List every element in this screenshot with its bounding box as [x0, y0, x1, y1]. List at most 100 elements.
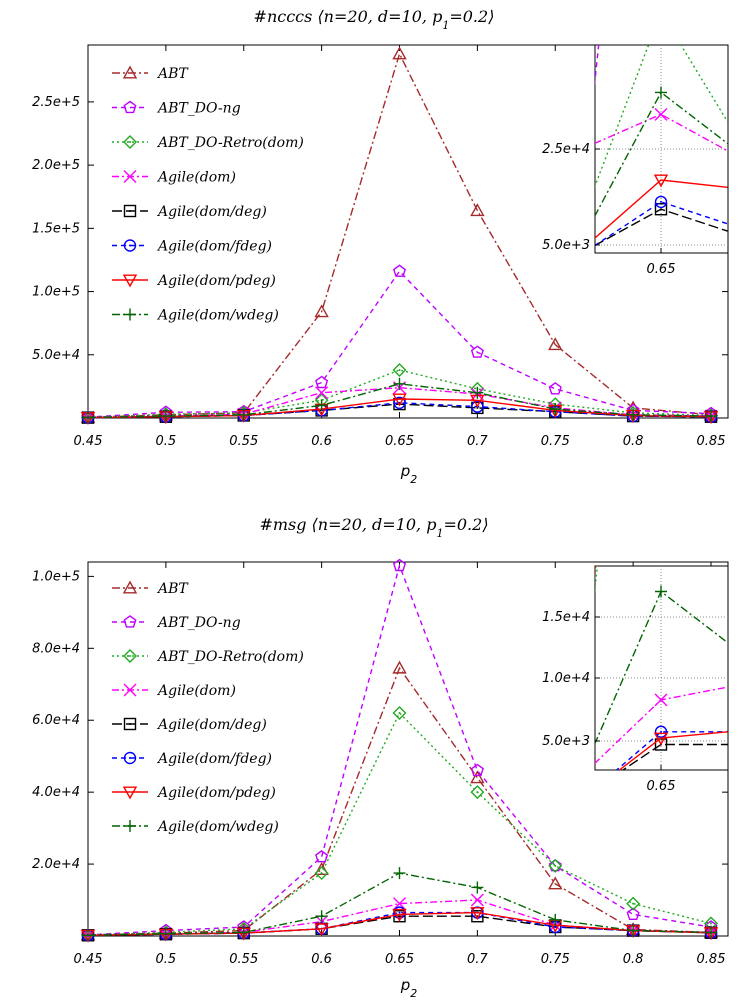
data-point-agile-dom-0.6 — [315, 386, 329, 400]
inset-series-agile-dom-fdeg — [615, 725, 728, 770]
x-tick-label: 0.55 — [229, 434, 258, 449]
legend-label-agile-dom-pdeg: Agile(dom/pdeg) — [156, 273, 276, 289]
inset-series-agile-dom-pdeg — [595, 174, 728, 239]
series-line-abt — [87, 666, 712, 936]
data-point-agile-dom-deg-0.65-dot — [398, 915, 401, 918]
inset-zoom: 0.65 5.0e+3 1.0e+4 1.5e+4 — [542, 23, 729, 794]
x-axis-label-subscript: 2 — [410, 473, 417, 486]
legend-label-abt-do-ng: ABT_DO-ng — [156, 615, 241, 631]
chart-title-part: =0.2⟩ — [449, 7, 494, 26]
legend-marker-agile-dom-deg — [123, 204, 137, 218]
data-point-agile-dom-pdeg-0.7 — [470, 907, 485, 921]
x-tick-label: 0.45 — [74, 434, 103, 449]
inset-line-agile-dom-pdeg — [618, 731, 728, 770]
y-tick-label: 2.5e+5 — [32, 95, 80, 110]
inset-line-agile-dom — [595, 113, 728, 152]
data-point-abt-do-ng-0.8 — [626, 907, 640, 920]
data-point-agile-dom-wdeg-0.6 — [315, 399, 328, 412]
inset-x-tick-label: 0.65 — [647, 779, 676, 794]
x-axis-label-main: p — [400, 976, 411, 994]
inset-point-agile-dom-wdeg — [655, 86, 667, 99]
data-point-abt-0.6 — [314, 304, 329, 318]
inset-zoom: 0.65 5.0e+3 2.5e+4 — [542, 11, 729, 277]
chart-title-part: #msg ⟨n=20, d=10, p — [259, 515, 436, 534]
data-point-agile-dom-fdeg-0.65 — [393, 906, 406, 919]
legend-marker-abt-do-ng — [123, 100, 137, 114]
inset-line-agile-dom-pdeg — [595, 179, 728, 239]
data-point-abt-do-retro-dom-0.65-dot — [398, 712, 401, 715]
inset-series-agile-dom-wdeg — [595, 86, 728, 217]
series-agile-dom-wdeg — [82, 377, 717, 424]
data-point-agile-dom-0.7 — [470, 893, 484, 907]
inset-x-tick-label: 0.65 — [647, 262, 676, 277]
inset-point-agile-dom-wdeg — [655, 585, 667, 598]
y-tick-label: 2.0e+5 — [32, 158, 80, 173]
legend-label-abt-do-retro-dom: ABT_DO-Retro(dom) — [156, 135, 304, 151]
legend-label-agile-dom-pdeg: Agile(dom/pdeg) — [156, 785, 276, 801]
data-point-abt-do-ng-0.75 — [548, 382, 562, 395]
legend-label-agile-dom-deg: Agile(dom/deg) — [156, 204, 267, 220]
inset-point-abt-do-retro-dom-dot — [660, 23, 662, 25]
x-tick-label: 0.85 — [697, 952, 726, 967]
data-point-abt-do-ng-0.7 — [470, 763, 484, 777]
inset-point-agile-dom-deg — [654, 738, 668, 751]
x-axis: 0.45 0.5 0.55 0.6 0.65 0.7 0.75 0.8 0.85 — [74, 45, 725, 449]
legend-marker-agile-dom-deg-dot — [129, 723, 131, 725]
data-point-agile-dom-wdeg-0.7 — [471, 386, 484, 399]
data-point-agile-dom-0.65 — [393, 897, 406, 911]
x-tick-label: 0.8 — [623, 434, 644, 449]
legend-marker-abt — [122, 580, 138, 594]
data-point-abt-do-retro-dom-0.65-dot — [398, 368, 401, 371]
legend-marker-abt-do-retro-dom-dot — [129, 655, 131, 657]
inset-point-agile-dom-fdeg — [654, 725, 668, 738]
legend-label-agile-dom: Agile(dom) — [156, 170, 236, 186]
legend-marker-agile-dom-fdeg — [123, 751, 137, 765]
legend: ABT ABT_DO-ng ABT_DO-Retro(dom) Agile(dom) A… — [112, 65, 304, 324]
chart-title: #ncccs ⟨n=20, d=10, p1=0.2⟩ — [254, 7, 495, 32]
data-point-abt-do-retro-dom-0.8 — [626, 896, 641, 911]
x-tick-label: 0.5 — [156, 434, 177, 449]
inset-point-agile-dom-pdeg — [653, 174, 669, 188]
data-point-agile-dom-fdeg-0.7 — [471, 400, 484, 413]
data-point-abt-0.7 — [470, 770, 485, 784]
inset-point-agile-dom-deg — [654, 203, 668, 216]
data-point-agile-dom-wdeg-0.45 — [82, 411, 94, 424]
inset-point-agile-dom — [654, 107, 668, 121]
data-point-agile-dom-wdeg-0.55 — [237, 408, 250, 421]
legend-marker-agile-dom-pdeg — [122, 786, 138, 800]
inset-point-agile-dom-fdeg-dot — [660, 200, 662, 203]
inset-point-abt-do-retro-dom-dot — [660, 11, 662, 13]
x-axis-label: p2 — [400, 462, 418, 486]
data-point-abt-do-retro-dom-0.6-dot — [320, 872, 323, 875]
data-point-agile-dom-wdeg-0.5 — [159, 410, 172, 423]
data-point-abt-0.7 — [470, 203, 485, 217]
y-tick-label: 4.0e+4 — [32, 785, 80, 800]
legend-label-abt: ABT — [156, 66, 189, 82]
chart-title-part: #ncccs ⟨n=20, d=10, p — [254, 7, 443, 26]
data-point-agile-dom-wdeg-0.85 — [705, 926, 717, 939]
x-tick-label: 0.75 — [541, 434, 570, 449]
data-point-abt-do-retro-dom-0.65 — [392, 706, 407, 721]
x-tick-label: 0.6 — [311, 952, 332, 967]
inset-y-tick-label: 5.0e+3 — [542, 734, 590, 749]
x-tick-label: 0.8 — [623, 952, 644, 967]
inset-y-tick-label: 1.0e+4 — [542, 671, 590, 686]
y-tick-label: 6.0e+4 — [32, 713, 80, 728]
legend-marker-abt — [122, 65, 138, 79]
data-point-agile-dom-wdeg-0.75 — [549, 913, 562, 926]
legend: ABT ABT_DO-ng ABT_DO-Retro(dom) Agile(dom) A… — [112, 580, 304, 835]
data-point-abt-do-retro-dom-0.7 — [470, 785, 485, 800]
data-point-agile-dom-pdeg-0.65 — [392, 908, 407, 922]
legend-label-abt: ABT — [156, 581, 189, 597]
x-tick-label: 0.7 — [467, 952, 488, 967]
data-point-agile-dom-wdeg-0.65 — [393, 377, 406, 390]
legend-marker-agile-dom-wdeg — [124, 308, 136, 321]
data-point-agile-dom-fdeg-0.65 — [393, 396, 406, 410]
data-point-abt-0.65 — [392, 660, 407, 674]
x-tick-label: 0.45 — [74, 952, 103, 967]
chart-title-subscript: 1 — [436, 527, 443, 540]
x-tick-label: 0.65 — [385, 434, 414, 449]
series-line-abt-do-retro-dom — [87, 369, 712, 419]
x-tick-label: 0.65 — [385, 952, 414, 967]
inset-line-agile-dom-fdeg — [595, 201, 728, 247]
